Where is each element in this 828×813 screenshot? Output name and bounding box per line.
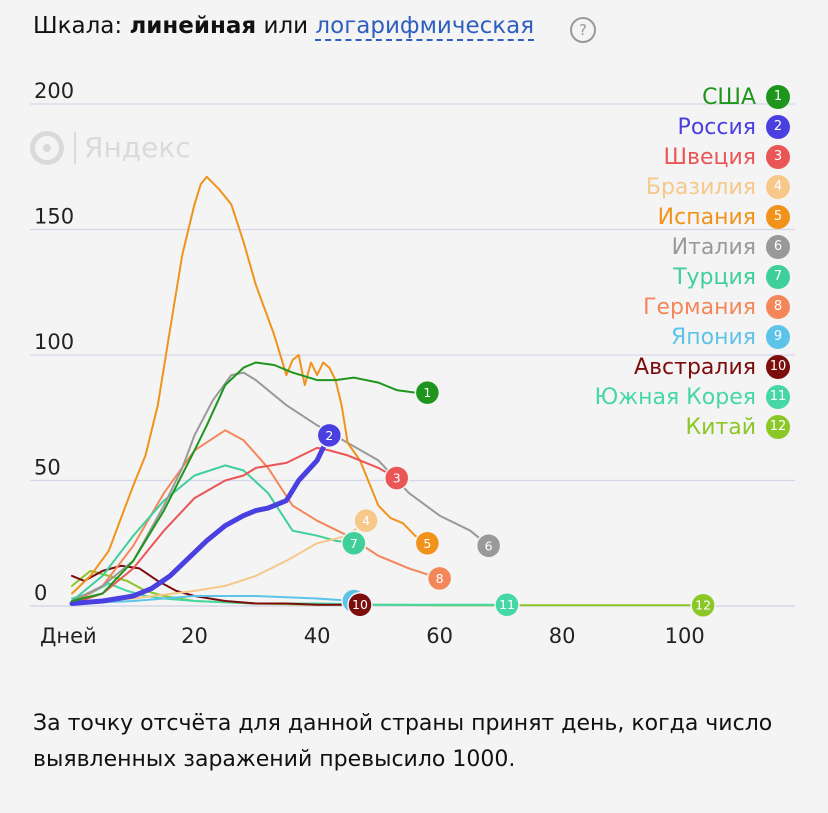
series-line-10[interactable] (71, 564, 361, 606)
legend-number-badge: 9 (766, 325, 790, 349)
svg-text:10: 10 (352, 597, 368, 612)
legend-label: Япония (670, 324, 756, 350)
svg-text:3: 3 (393, 470, 401, 485)
svg-text:2: 2 (325, 428, 333, 443)
yandex-watermark: Яндекс (30, 128, 191, 168)
series-end-marker-10[interactable]: 10 (347, 591, 373, 618)
svg-text:8: 8 (436, 571, 444, 586)
y-tick-label: 50 (34, 456, 61, 480)
series-end-marker-3[interactable]: 3 (383, 465, 410, 491)
legend-number-badge: 3 (766, 145, 790, 169)
scale-label: Шкала: (33, 13, 123, 39)
legend-item-4[interactable]: Бразилия 4 (595, 172, 790, 202)
series-line-3[interactable] (71, 446, 398, 605)
legend-label: Швеция (663, 144, 756, 170)
scale-or-text: или (263, 13, 309, 39)
legend-item-9[interactable]: Япония 9 (595, 322, 790, 352)
legend-label: США (702, 84, 756, 110)
svg-text:5: 5 (423, 536, 431, 551)
legend-number-badge: 6 (766, 235, 790, 259)
series-line-1[interactable] (71, 361, 429, 602)
svg-text:11: 11 (499, 597, 515, 612)
help-icon[interactable]: ? (570, 17, 596, 43)
legend-label: Южная Корея (594, 384, 756, 410)
legend-number-badge: 8 (766, 295, 790, 319)
legend-label: Китай (685, 414, 756, 440)
series-end-marker-5[interactable]: 5 (414, 530, 441, 556)
legend-item-5[interactable]: Испания 5 (595, 202, 790, 232)
series-line-9[interactable] (71, 595, 355, 605)
y-tick-label: 0 (34, 581, 47, 605)
series-line-5[interactable] (71, 175, 429, 595)
series-line-11[interactable] (71, 582, 508, 606)
chart: 123456789101112 050100150200Дней20406080… (30, 79, 795, 648)
legend-number-badge: 2 (766, 115, 790, 139)
legend-item-12[interactable]: Китай 12 (595, 412, 790, 442)
series-end-marker-4[interactable]: 4 (353, 507, 379, 534)
legend-label: Италия (671, 234, 756, 260)
watermark-divider (74, 132, 76, 164)
legend-number-badge: 10 (766, 355, 790, 379)
legend-label: Турция (673, 264, 756, 290)
scale-switch: Шкала: линейная или логарифмическая (33, 9, 535, 43)
y-tick-label: 100 (34, 330, 74, 354)
yandex-logo-icon (30, 131, 64, 165)
legend-item-2[interactable]: Россия 2 (595, 112, 790, 142)
legend-number-badge: 4 (766, 175, 790, 199)
series-end-marker-11[interactable]: 11 (494, 591, 520, 618)
legend-label: Испания (657, 204, 756, 230)
x-tick-label: 60 (426, 624, 453, 648)
series-line-4[interactable] (71, 519, 368, 605)
legend-number-badge: 11 (766, 385, 790, 409)
x-tick-label: 40 (304, 624, 331, 648)
series-end-marker-12[interactable]: 12 (690, 592, 716, 618)
x-tick-label: 100 (665, 624, 705, 648)
y-tick-label: 150 (34, 205, 74, 229)
svg-text:7: 7 (350, 536, 358, 551)
legend-item-8[interactable]: Германия 8 (595, 292, 790, 322)
series-end-marker-8[interactable]: 8 (426, 565, 453, 592)
series-end-marker-2[interactable]: 2 (316, 422, 343, 449)
legend-item-10[interactable]: Австралия 10 (595, 352, 790, 382)
series-end-marker-7[interactable]: 7 (341, 530, 367, 556)
series-line-2[interactable] (69, 432, 332, 606)
svg-text:12: 12 (695, 598, 711, 613)
scale-linear-option[interactable]: линейная (129, 13, 257, 39)
series-line-7[interactable] (71, 464, 355, 602)
y-tick-label: 200 (34, 79, 74, 103)
scale-log-option[interactable]: логарифмическая (315, 13, 535, 41)
x-axis-label: Дней (40, 624, 97, 648)
caption: За точку отсчёта для данной страны приня… (33, 711, 773, 772)
series-end-marker-1[interactable]: 1 (414, 379, 441, 406)
x-tick-label: 20 (181, 624, 208, 648)
legend-item-7[interactable]: Турция 7 (595, 262, 790, 292)
svg-text:4: 4 (362, 513, 370, 528)
legend-number-badge: 7 (766, 265, 790, 289)
watermark-text: Яндекс (84, 131, 191, 164)
svg-text:6: 6 (485, 538, 493, 553)
legend-label: Россия (677, 114, 756, 140)
legend-label: Австралия (634, 354, 756, 380)
svg-text:1: 1 (423, 385, 431, 400)
legend-label: Бразилия (645, 174, 756, 200)
legend-item-3[interactable]: Швеция 3 (595, 142, 790, 172)
x-tick-label: 80 (549, 624, 576, 648)
legend-number-badge: 1 (766, 85, 790, 109)
series-line-6[interactable] (71, 371, 490, 602)
series-line-8[interactable] (71, 429, 441, 605)
legend-item-1[interactable]: США 1 (595, 82, 790, 112)
legend-item-11[interactable]: Южная Корея 11 (595, 382, 790, 412)
legend-label: Германия (643, 294, 756, 320)
legend-number-badge: 12 (766, 415, 790, 439)
legend-item-6[interactable]: Италия 6 (595, 232, 790, 262)
legend: США 1 Россия 2 Швеция 3 Бразилия 4 Испания 5 Итали… (595, 82, 790, 442)
legend-number-badge: 5 (766, 205, 790, 229)
series-end-marker-6[interactable]: 6 (475, 533, 502, 559)
